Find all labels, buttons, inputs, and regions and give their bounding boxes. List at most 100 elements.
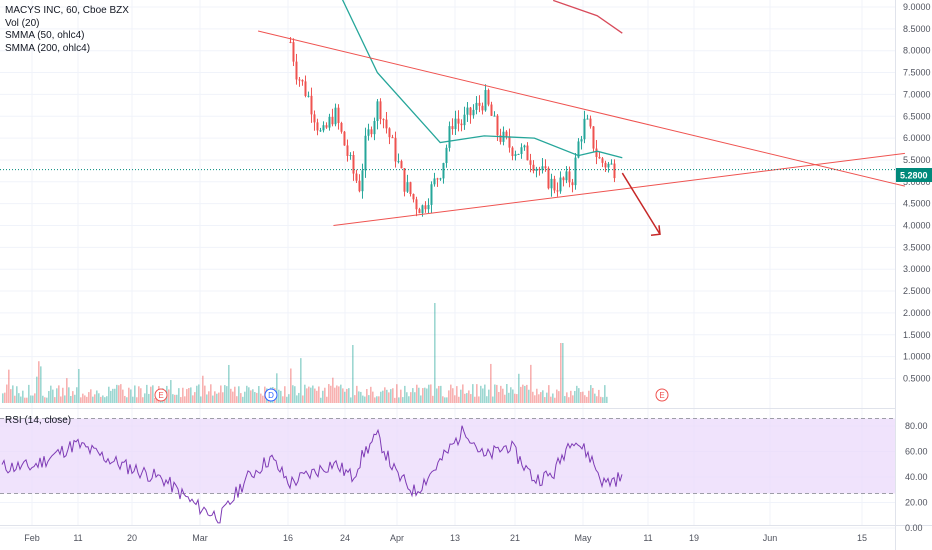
upper-trendline[interactable] — [257, 30, 906, 187]
volume-bar — [364, 396, 366, 403]
candle-body — [466, 107, 469, 115]
volume-bar — [452, 388, 454, 403]
volume-indicator-label[interactable]: Vol (20) — [5, 17, 40, 29]
volume-bar — [220, 385, 222, 403]
volume-bar — [340, 384, 342, 403]
event-marker-dividend[interactable]: D — [264, 388, 278, 402]
volume-bar — [396, 384, 398, 403]
volume-bar — [132, 396, 134, 403]
volume-bar — [398, 397, 400, 403]
volume-bar — [228, 364, 230, 403]
volume-bar — [136, 397, 138, 403]
volume-bar — [428, 384, 430, 403]
volume-bar — [300, 358, 302, 403]
volume-bar — [82, 393, 84, 403]
volume-bar — [24, 397, 26, 403]
volume-bar — [488, 389, 490, 403]
price-tick-label: 0.5000 — [903, 373, 931, 383]
volume-bar — [138, 386, 140, 403]
volume-bar — [262, 395, 264, 403]
volume-bar — [498, 391, 500, 403]
volume-bar — [208, 391, 210, 403]
volume-bar — [306, 388, 308, 403]
volume-bar — [456, 386, 458, 403]
volume-bar — [50, 385, 52, 403]
smma200-indicator-label[interactable]: SMMA (200, ohlc4) — [5, 42, 91, 54]
candle-body — [424, 205, 427, 210]
volume-bar — [386, 389, 388, 403]
time-axis[interactable]: Feb 11 20 Mar 16 24 Apr 13 21 May 11 19 Jun 15 — [24, 533, 867, 543]
volume-bar — [598, 389, 600, 403]
candle-body — [448, 126, 451, 148]
volume-bar — [36, 376, 38, 403]
volume-bar — [520, 386, 522, 403]
candle-body — [313, 114, 316, 123]
candle-body — [472, 109, 475, 116]
volume-bar — [524, 385, 526, 403]
volume-bar — [328, 384, 330, 403]
volume-bar — [304, 384, 306, 403]
candle-body — [544, 166, 547, 169]
volume-bar — [58, 385, 60, 403]
rsi-band — [0, 418, 895, 494]
smma50-indicator-label[interactable]: SMMA (50, ohlc4) — [5, 30, 85, 41]
volume-bar — [66, 378, 68, 403]
symbol-title[interactable]: MACYS INC, 60, Cboe BZX — [5, 5, 129, 16]
volume-bar — [400, 389, 402, 403]
lower-trendline[interactable] — [333, 152, 905, 226]
candle-body — [460, 123, 463, 126]
rsi-indicator-label[interactable]: RSI (14, close) — [5, 415, 72, 426]
price-tick-label: 6.5000 — [903, 111, 931, 121]
candle-body — [439, 178, 442, 180]
candle-body — [463, 114, 466, 126]
event-marker-earnings-1[interactable]: E — [154, 388, 168, 402]
volume-bar — [420, 395, 422, 403]
volume-bar — [38, 361, 40, 403]
candle-body — [295, 61, 298, 80]
volume-bar — [422, 388, 424, 403]
volume-bar — [362, 395, 364, 403]
candle-body — [490, 104, 493, 116]
volume-bar — [242, 396, 244, 403]
price-axis[interactable]: 9.0000 8.5000 8.0000 7.5000 7.0000 6.5000 6.00… — [903, 2, 931, 383]
volume-bar — [560, 343, 562, 403]
volume-bar — [140, 388, 142, 403]
volume-bar — [336, 385, 338, 403]
volume-bar — [210, 384, 212, 403]
volume-bar — [330, 385, 332, 403]
volume-bar — [282, 396, 284, 403]
event-marker-earnings-2[interactable]: E — [655, 388, 669, 402]
candle-body — [385, 119, 388, 129]
price-tick-label: 1.0000 — [903, 352, 931, 362]
volume-bar — [592, 387, 594, 403]
candle-body — [319, 130, 322, 132]
candle-body — [409, 182, 412, 195]
volume-bar — [506, 384, 508, 403]
volume-bar — [14, 395, 16, 403]
volume-bar — [120, 384, 122, 403]
volume-bar — [308, 386, 310, 403]
candle-body — [403, 168, 406, 192]
volume-bar — [406, 392, 408, 403]
candle-body — [325, 125, 328, 128]
candle-body — [559, 177, 562, 192]
rsi-tick-label: 40.00 — [905, 472, 928, 482]
volume-bar — [126, 397, 128, 403]
rsi-tick-label: 80.00 — [905, 421, 928, 431]
candle-body — [589, 118, 592, 127]
volume-bar — [314, 388, 316, 403]
volume-bar — [504, 394, 506, 403]
volume-bar — [514, 393, 516, 403]
price-tick-label: 1.5000 — [903, 330, 931, 340]
volume-bar — [278, 389, 280, 403]
volume-bar — [86, 396, 88, 403]
volume-bar — [326, 396, 328, 403]
volume-bar — [486, 396, 488, 403]
volume-bar — [390, 389, 392, 403]
candle-body — [505, 131, 508, 137]
projection-arrow[interactable] — [621, 172, 661, 235]
volume-bar — [502, 388, 504, 403]
rsi-axis[interactable]: 80.00 60.00 40.00 20.00 0.00 — [905, 421, 928, 533]
volume-bar — [164, 397, 166, 403]
